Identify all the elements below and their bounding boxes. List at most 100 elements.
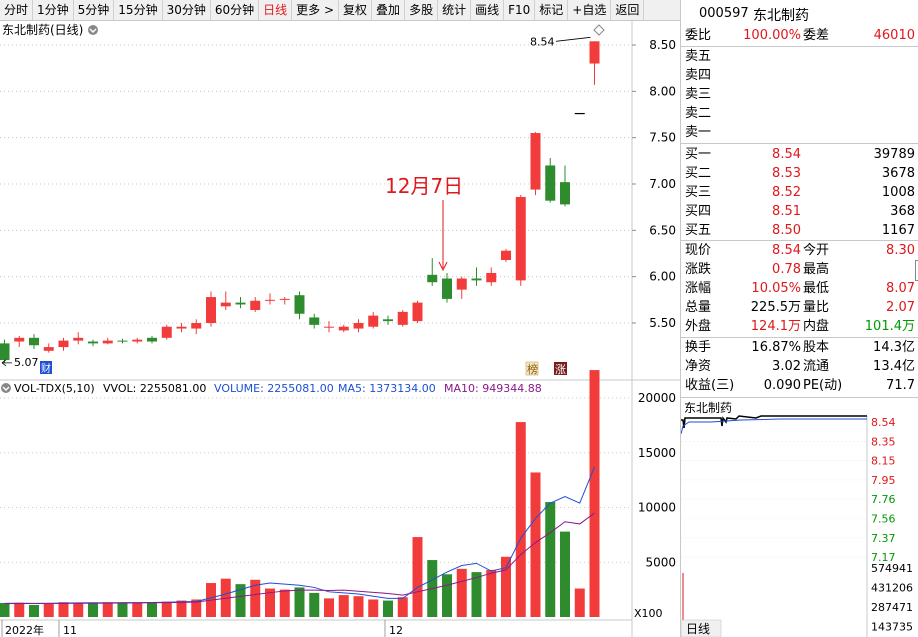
toolbar-item-7[interactable]: 更多 > — [292, 0, 340, 20]
toolbar-item-15[interactable]: +自选 — [568, 0, 612, 20]
stat2-value-2: 13.4亿 — [873, 359, 915, 374]
toolbar-item-6[interactable]: 日线 — [259, 0, 293, 20]
price-tick-label: 6.00 — [649, 270, 676, 284]
toolbar-item-13[interactable]: F10 — [504, 0, 536, 20]
buy-volume: 39789 — [873, 147, 915, 162]
toolbar-item-12[interactable]: 画线 — [471, 0, 505, 20]
stat2-value-2: 14.3亿 — [873, 340, 915, 355]
candle-down — [383, 319, 393, 322]
volume-bar — [338, 595, 349, 617]
candle-up — [43, 347, 54, 351]
quote-code: 000597 — [699, 6, 749, 21]
mini-price-line — [681, 415, 867, 429]
intraday-mini-chart[interactable]: 东北制药 8.54 8.35 8.15 7.95 7.76 7.56 7.37 7.175749… — [681, 398, 918, 637]
date-label: 2022年 — [5, 623, 44, 637]
buy-volume: 368 — [890, 204, 915, 219]
candle-down — [442, 278, 452, 299]
volume-bar — [368, 599, 379, 617]
volume-bar — [235, 584, 246, 617]
stat2-label: 换手 — [685, 340, 712, 355]
vol-tick-label: 15000 — [638, 446, 676, 460]
stat-value-2: 8.30 — [886, 243, 915, 258]
mini-vol-tick: 287471 — [871, 601, 913, 614]
toolbar-item-16[interactable]: 返回 — [611, 0, 645, 20]
stat-row-2: 涨幅 10.05% 最低 8.07 — [685, 279, 917, 298]
mini-price-tick: 7.95 — [871, 474, 896, 487]
candle-up — [486, 272, 497, 283]
price-tick-label: 8.00 — [649, 84, 676, 98]
price-tick-label: 6.50 — [649, 223, 676, 237]
candle-down — [427, 274, 438, 283]
mini-avg-line — [681, 418, 867, 435]
stat2-label: 净资 — [685, 359, 712, 374]
kline-chart[interactable]: 东北制药(日线) 8.50 8.00 7.50 7.00 6.50 6.00 5.50 8.54… — [0, 20, 680, 637]
vol-legend-ma5: MA5: 1373134.00 — [338, 382, 436, 395]
volume-bar — [383, 600, 393, 617]
low-label: 5.07 — [14, 356, 39, 369]
mini-title: 东北制药 — [684, 401, 732, 415]
volume-bar — [397, 597, 408, 617]
mini-price-tick: 8.54 — [871, 416, 896, 429]
buy-row-1: 买二 8.53 3678 — [685, 164, 917, 183]
candle-up — [397, 311, 408, 325]
volume-bar — [501, 556, 511, 617]
stat2-value: 3.02 — [772, 359, 801, 374]
stat-value-2: 2.07 — [886, 300, 915, 315]
toolbar-item-1[interactable]: 1分钟 — [33, 0, 74, 20]
toolbar-item-14[interactable]: 标记 — [535, 0, 569, 20]
vol-legend-volume: VOLUME: 2255081.00 — [214, 382, 334, 395]
candle-up — [353, 323, 364, 329]
toolbar-item-2[interactable]: 5分钟 — [74, 0, 115, 20]
toolbar-item-0[interactable]: 分时 — [0, 0, 34, 20]
candle-up — [368, 315, 379, 327]
candle-up — [412, 302, 423, 322]
ma10-line — [4, 512, 595, 605]
volume-bar — [191, 599, 202, 617]
stat2-row-0: 换手 16.87% 股本 14.3亿 — [685, 338, 917, 357]
divider — [681, 337, 918, 338]
stat-label: 总量 — [685, 300, 712, 315]
stat2-value: 16.87% — [751, 340, 801, 355]
volume-bar — [102, 602, 113, 617]
sell-row-0: 卖五 — [685, 47, 917, 66]
vol-legend-vvol: VVOL: 2255081.00 — [103, 382, 206, 395]
toolbar-item-11[interactable]: 统计 — [438, 0, 472, 20]
volume-bar — [589, 370, 600, 617]
volume-bar — [442, 574, 452, 617]
sell-row-1: 卖四 — [685, 66, 917, 85]
toolbar-item-8[interactable]: 复权 — [339, 0, 373, 20]
toolbar-item-4[interactable]: 30分钟 — [163, 0, 211, 20]
toolbar-item-10[interactable]: 多股 — [405, 0, 439, 20]
buy-price: 8.53 — [772, 166, 801, 181]
volume-bar — [117, 602, 128, 617]
buy-volume: 1167 — [881, 223, 915, 238]
mini-tab — [681, 619, 722, 637]
divider — [681, 46, 918, 47]
candle-up — [250, 300, 261, 311]
candle-up — [161, 326, 172, 338]
sell-row-4: 卖一 — [685, 123, 917, 142]
badge-limitup — [554, 362, 567, 375]
toolbar-item-3[interactable]: 15分钟 — [114, 0, 163, 20]
stat2-value: 0.090 — [763, 378, 801, 393]
volume-bar — [456, 568, 467, 617]
mini-price-tick: 8.15 — [871, 455, 896, 468]
quote-name: 东北制药 — [753, 8, 809, 24]
finance-icon-glyph: 财 — [41, 362, 51, 375]
toolbar-item-9[interactable]: 叠加 — [372, 0, 406, 20]
sell-label: 卖四 — [685, 68, 712, 83]
stat-value: 225.5万 — [750, 300, 801, 315]
toolbar-item-5[interactable]: 60分钟 — [211, 0, 260, 20]
divider — [681, 397, 918, 398]
candle-down — [0, 343, 10, 361]
vol-legend-name: VOL-TDX(5,10) — [14, 382, 95, 395]
volume-bar — [43, 603, 54, 617]
volume-bar — [14, 602, 25, 617]
high-label: 8.54 — [530, 35, 555, 48]
volume-bar — [250, 579, 261, 617]
stat-value-2: 8.07 — [886, 281, 915, 296]
buy-price: 8.50 — [772, 223, 801, 238]
quote-header: 000597 东北制药 — [681, 0, 918, 28]
chevron-down-icon — [88, 25, 98, 35]
volume-bar — [294, 587, 305, 617]
